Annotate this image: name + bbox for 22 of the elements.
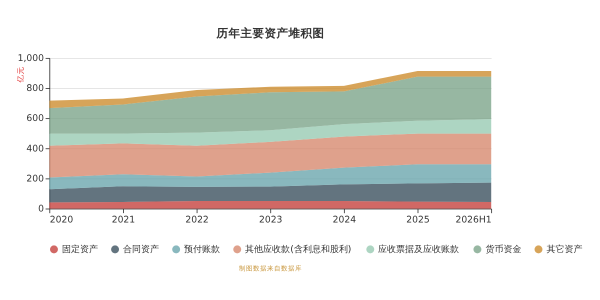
y-tick-label: 800 xyxy=(26,83,44,94)
y-tick-label: 0 xyxy=(38,204,44,215)
y-tick-label: 400 xyxy=(26,143,44,154)
x-tick-label: 2021 xyxy=(112,214,136,226)
legend-label: 其它资产 xyxy=(546,244,582,255)
legend-label: 货币资金 xyxy=(485,244,522,255)
y-tick-label: 1,000 xyxy=(18,52,44,64)
legend-label: 固定资产 xyxy=(62,244,98,255)
x-tick-label: 2020 xyxy=(50,214,74,226)
y-tick-label: 600 xyxy=(26,113,44,124)
chart-title: 历年主要资产堆积图 xyxy=(215,26,324,40)
legend-label: 合同资产 xyxy=(123,244,160,255)
legend-label: 应收票据及应收账款 xyxy=(378,244,460,255)
y-axis-title: 亿元 xyxy=(16,66,26,84)
x-tick-label: 2024 xyxy=(332,214,356,226)
x-tick-label: 2022 xyxy=(185,214,209,226)
y-tick-label: 200 xyxy=(26,173,44,184)
x-tick-label: 2023 xyxy=(259,214,283,226)
x-tick-label: 2025 xyxy=(406,214,430,226)
legend-label: 其他应收款(含利息和股利) xyxy=(245,244,352,255)
x-tick-label: 2026H1 xyxy=(455,214,492,226)
legend-label: 预付账款 xyxy=(184,244,220,255)
